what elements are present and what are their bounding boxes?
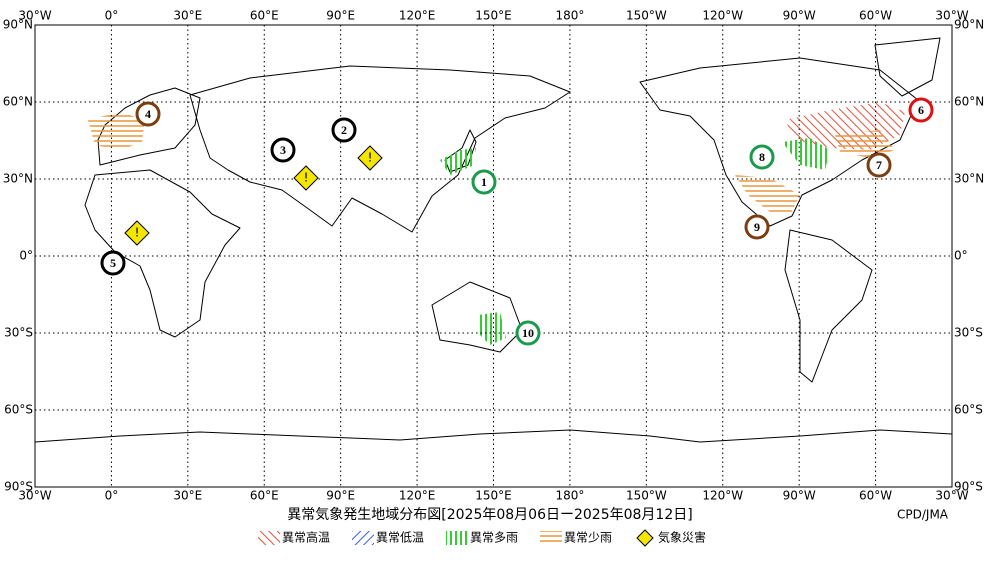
lat-label-left: 60°S	[4, 403, 33, 417]
legend-label: 異常少雨	[564, 531, 612, 545]
africa	[84, 169, 241, 338]
lon-label-bottom: 30°W	[18, 489, 51, 503]
event-marker	[908, 97, 934, 123]
lon-label-top: 180°	[555, 9, 584, 23]
event-marker	[866, 152, 892, 178]
lon-label-bottom: 150°W	[626, 489, 667, 503]
map-frame	[34, 24, 953, 488]
asia	[189, 65, 571, 233]
wet-area-australia	[478, 312, 506, 345]
event-number: 1	[481, 175, 487, 189]
hazard-diamond	[357, 145, 383, 171]
event-marker	[270, 137, 296, 163]
lon-label-top: 120°W	[702, 9, 743, 23]
hazard-symbol: !	[304, 171, 309, 185]
event-number: 7	[876, 158, 882, 172]
legend-swatch	[446, 531, 468, 545]
event-number: 6	[918, 103, 924, 117]
lat-label-left: 30°N	[3, 172, 33, 186]
lon-label-bottom: 30°E	[173, 489, 202, 503]
legend-label: 異常低温	[376, 531, 424, 545]
map-title: 異常気象発生地域分布図[2025年08月06日ー2025年08月12日]	[287, 507, 692, 523]
markers: !!! 1 2 3 4 5 6 7 8 9 10	[100, 97, 934, 346]
lon-label-top: 60°E	[250, 9, 279, 23]
landmasses	[34, 37, 953, 443]
lon-label-top: 60°W	[859, 9, 892, 23]
dry-area-mexico	[735, 175, 800, 215]
legend-label: 異常高温	[282, 530, 330, 545]
anomaly-areas	[88, 102, 905, 345]
dry-area-us-east	[835, 130, 895, 158]
event-number: 3	[280, 143, 286, 157]
legend: 異常高温 異常低温 異常多雨 異常少雨 気象災害	[258, 529, 706, 547]
lon-label-bottom: 60°E	[250, 489, 279, 503]
wet-area-us	[782, 138, 830, 170]
lon-label-top: 30°W	[935, 9, 968, 23]
north-america	[639, 57, 919, 227]
event-number: 9	[754, 220, 760, 234]
lon-label-top: 0°	[105, 9, 119, 23]
event-number: 8	[759, 150, 765, 164]
legend-label: 気象災害	[658, 530, 706, 545]
lon-label-bottom: 90°W	[783, 489, 816, 503]
lat-label-right: 90°N	[954, 18, 984, 32]
antarctica	[34, 429, 953, 443]
lon-label-top: 120°E	[399, 9, 436, 23]
lon-label-top: 30°E	[173, 9, 202, 23]
lat-label-left: 60°N	[3, 95, 33, 109]
hazard-symbol: !	[135, 226, 140, 240]
event-marker	[471, 169, 497, 195]
hazard-diamond	[293, 165, 319, 191]
event-marker	[135, 101, 161, 127]
south-america	[784, 229, 873, 383]
event-number: 4	[145, 107, 151, 121]
lat-label-left: 0°	[19, 249, 33, 263]
lon-label-bottom: 30°W	[935, 489, 968, 503]
event-number: 5	[110, 256, 116, 270]
hazard-diamond	[124, 220, 150, 246]
legend-swatch	[352, 531, 374, 545]
lon-label-top: 150°W	[626, 9, 667, 23]
lat-label-left: 30°S	[4, 326, 33, 340]
credit: CPD/JMA	[897, 508, 949, 522]
lat-label-left: 90°N	[3, 18, 33, 32]
hazard-symbol: !	[368, 151, 373, 165]
dry-area-europe	[88, 112, 145, 150]
lon-label-bottom: 90°E	[326, 489, 355, 503]
event-number: 10	[522, 326, 534, 340]
legend-label: 異常多雨	[470, 531, 518, 545]
event-marker	[744, 214, 770, 240]
graticule	[35, 25, 952, 487]
legend-swatch	[258, 531, 280, 545]
lon-label-bottom: 120°E	[399, 489, 436, 503]
lon-label-bottom: 60°W	[859, 489, 892, 503]
lat-label-right: 30°N	[954, 172, 984, 186]
lon-label-top: 30°W	[18, 9, 51, 23]
lon-label-bottom: 150°E	[475, 489, 512, 503]
event-marker	[749, 144, 775, 170]
lon-label-top: 90°W	[783, 9, 816, 23]
lat-label-right: 90°S	[954, 480, 983, 494]
event-number: 2	[341, 123, 347, 137]
wet-area-japan	[440, 148, 476, 175]
lon-label-bottom: 0°	[105, 489, 119, 503]
lon-label-bottom: 120°W	[702, 489, 743, 503]
event-marker	[515, 320, 541, 346]
event-marker	[331, 117, 357, 143]
event-marker	[100, 250, 126, 276]
legend-swatch	[636, 529, 654, 547]
lat-label-right: 30°S	[954, 326, 983, 340]
lon-label-top: 150°E	[475, 9, 512, 23]
lat-label-right: 0°	[954, 249, 968, 263]
lon-label-bottom: 180°	[555, 489, 584, 503]
legend-swatch	[540, 531, 562, 545]
lon-label-top: 90°E	[326, 9, 355, 23]
greenland	[874, 37, 941, 97]
lat-label-right: 60°N	[954, 95, 984, 109]
lat-label-left: 90°S	[4, 480, 33, 494]
lat-label-right: 60°S	[954, 403, 983, 417]
australia	[431, 281, 523, 353]
